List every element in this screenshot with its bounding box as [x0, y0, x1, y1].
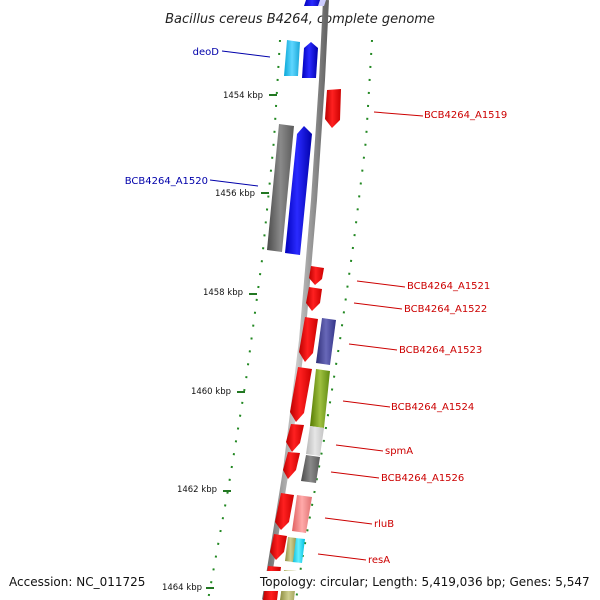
gene-feature-bcb1523[interactable]: [299, 317, 318, 362]
tick-label-1464: 1464 kbp: [162, 583, 202, 593]
gene-feature-spmA[interactable]: [286, 424, 304, 452]
gene-label-resA[interactable]: resA: [368, 555, 390, 566]
gene-feature-deoD[interactable]: [302, 42, 318, 78]
leader-line-bcb1520: [209, 179, 259, 187]
leader-line-bcb1524: [342, 400, 391, 408]
tick-label-1460: 1460 kbp: [191, 387, 231, 397]
gene-feature-khaki[interactable]: [285, 537, 296, 562]
leader-line-deoD: [221, 50, 271, 58]
gene-feature-resA[interactable]: [270, 534, 287, 560]
gene-label-bcb1524[interactable]: BCB4264_A1524: [391, 402, 474, 413]
leader-line-resA: [317, 553, 367, 561]
genome-title: Bacillus cereus B4264, complete genome: [165, 12, 435, 27]
gene-feature-top[interactable]: [304, 0, 322, 6]
gene-feature-light-grey[interactable]: [306, 426, 324, 456]
leader-line-bcb1522: [353, 302, 403, 310]
gene-label-bcb1522[interactable]: BCB4264_A1522: [404, 304, 487, 315]
gene-label-rluB[interactable]: rluB: [374, 519, 394, 530]
gene-label-bcb1523[interactable]: BCB4264_A1523: [399, 345, 482, 356]
gene-feature-rluB[interactable]: [275, 493, 294, 530]
leader-lines: [209, 50, 424, 561]
leader-line-bcb1519: [373, 111, 424, 117]
gene-labels: deoD BCB4264_A1520 BCB4264_A1519 BCB4264…: [125, 47, 508, 566]
footer-accession: Accession: NC_011725: [9, 575, 145, 589]
leader-line-spmA: [335, 444, 384, 452]
footer-accession-bg: [4, 571, 154, 591]
gene-label-deoD[interactable]: deoD: [193, 47, 220, 58]
gene-feature-top-light[interactable]: [318, 0, 326, 6]
leader-line-rluB: [324, 517, 373, 525]
kbp-ticks: 1454 kbp 1456 kbp 1458 kbp 1460 kbp 1462…: [162, 91, 277, 593]
gene-label-bcb1520[interactable]: BCB4264_A1520: [125, 176, 208, 187]
gene-feature-grey-long[interactable]: [267, 124, 294, 252]
gene-feature-olive[interactable]: [310, 369, 330, 428]
gene-label-bcb1519[interactable]: BCB4264_A1519: [424, 110, 507, 121]
gene-feature-bcb1524[interactable]: [290, 367, 312, 422]
tick-label-1456: 1456 kbp: [215, 189, 255, 199]
genome-backbone: [262, 0, 329, 600]
gene-label-spmA[interactable]: spmA: [385, 446, 413, 457]
footer-topology-bg: [256, 571, 596, 591]
footer-topology: Topology: circular; Length: 5,419,036 bp…: [259, 575, 590, 589]
gene-feature-bcb1522[interactable]: [306, 287, 322, 311]
leader-line-bcb1526: [330, 471, 380, 479]
gene-feature-bcb1526[interactable]: [301, 455, 320, 483]
gene-feature-cyan[interactable]: [292, 538, 305, 563]
leader-line-bcb1521: [356, 280, 406, 288]
gene-feature-red-1526[interactable]: [283, 452, 300, 479]
gene-label-bcb1521[interactable]: BCB4264_A1521: [407, 281, 490, 292]
gene-feature-bcb1520[interactable]: [285, 126, 312, 255]
forward-strand-features: [267, 0, 326, 255]
gene-feature-deoD-a[interactable]: [284, 40, 300, 76]
tick-label-1462: 1462 kbp: [177, 485, 217, 495]
gene-feature-navy[interactable]: [316, 318, 336, 365]
gene-feature-bcb1521[interactable]: [309, 266, 324, 285]
gene-feature-bcb1519[interactable]: [325, 89, 341, 128]
inner-guide-arc: [207, 39, 281, 600]
leader-line-bcb1523: [348, 343, 398, 351]
gene-feature-pink[interactable]: [292, 495, 312, 533]
outer-track-features: [280, 318, 336, 600]
tick-label-1458: 1458 kbp: [203, 288, 243, 298]
tick-label-1454: 1454 kbp: [223, 91, 263, 101]
gene-label-bcb1526[interactable]: BCB4264_A1526: [381, 473, 464, 484]
